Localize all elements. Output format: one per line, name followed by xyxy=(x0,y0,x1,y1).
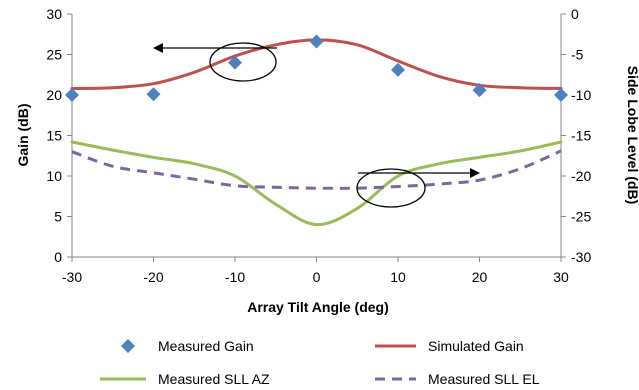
y-tick-label: 20 xyxy=(46,87,62,103)
legend-measured-gain-swatch xyxy=(121,339,135,353)
x-tick-label: 30 xyxy=(553,269,569,285)
x-axis-ticks: -30 -20 -10 0 10 20 30 xyxy=(62,257,569,285)
y-tick-label: 10 xyxy=(46,168,62,184)
gain-annotation-ellipse xyxy=(209,42,277,82)
x-tick-label: 10 xyxy=(390,269,406,285)
left-axis-arrow-head xyxy=(153,43,163,53)
y2-tick-label: -15 xyxy=(571,128,591,144)
legend-measured-sll-az-label: Measured SLL AZ xyxy=(158,371,270,387)
y-tick-label: 30 xyxy=(46,6,62,22)
legend-simulated-gain-label: Simulated Gain xyxy=(428,338,524,354)
y2-tick-label: 0 xyxy=(571,6,579,22)
x-tick-label: -20 xyxy=(143,269,163,285)
y-axis-ticks: 0 5 10 15 20 25 30 xyxy=(46,6,72,265)
measured-gain-point xyxy=(146,87,161,102)
y2-tick-label: -25 xyxy=(571,209,591,225)
x-tick-label: -30 xyxy=(62,269,82,285)
x-tick-label: -10 xyxy=(225,269,245,285)
annotations xyxy=(153,42,480,208)
y2-tick-label: -5 xyxy=(571,47,584,63)
plot-frame xyxy=(71,14,562,258)
measured-gain-point xyxy=(228,55,242,70)
x-axis-label: Array Tilt Angle (deg) xyxy=(247,299,389,315)
series-layer xyxy=(65,34,568,227)
sll-annotation-ellipse xyxy=(356,168,426,208)
y-axis-label: Gain (dB) xyxy=(15,104,31,167)
y2-axis-ticks: -30 -25 -20 -15 -10 -5 0 xyxy=(561,6,591,265)
y-tick-label: 25 xyxy=(46,47,62,63)
legend-measured-sll-el-label: Measured SLL EL xyxy=(428,371,540,387)
measured-gain-point xyxy=(472,83,487,98)
measured-gain-point xyxy=(391,62,405,77)
measured-gain-point xyxy=(554,88,568,102)
y2-tick-label: -10 xyxy=(571,87,591,103)
measured-sll-az-line xyxy=(70,140,563,227)
y2-tick-label: -30 xyxy=(571,249,591,265)
y2-axis-label: Side Lobe Level (dB) xyxy=(625,66,639,204)
measured-sll-el-line xyxy=(71,149,562,190)
y-tick-label: 0 xyxy=(54,249,62,265)
legend: Measured Gain Simulated Gain Measured SLL … xyxy=(100,338,540,387)
y2-tick-label: -20 xyxy=(571,168,591,184)
right-axis-arrow-head xyxy=(470,168,480,178)
x-tick-label: 20 xyxy=(472,269,488,285)
y-tick-label: 15 xyxy=(46,128,62,144)
measured-gain-point xyxy=(309,34,324,49)
measured-gain-point xyxy=(65,88,79,102)
y-tick-label: 5 xyxy=(54,209,62,225)
x-tick-label: 0 xyxy=(313,269,321,285)
legend-measured-gain-label: Measured Gain xyxy=(158,338,254,354)
